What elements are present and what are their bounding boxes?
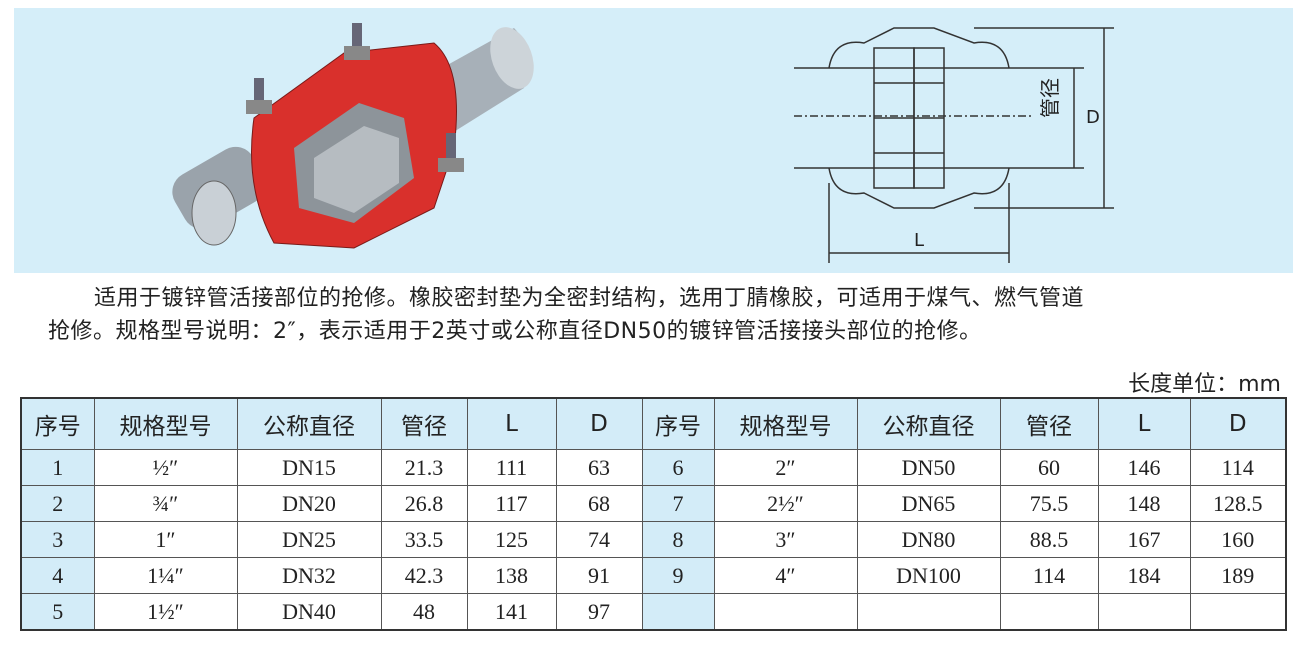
table-cell [856,593,1001,631]
table-cell: 141 [466,593,557,631]
column-header: 管径 [999,397,1099,450]
column-header: D [555,397,643,450]
table-cell: 4 [20,557,95,594]
dimension-drawing [794,27,1114,263]
clamp-product-image [172,23,534,249]
table-cell: 1 [20,449,95,486]
table-cell: 60 [999,449,1099,486]
table-cell [1097,593,1191,631]
column-header: D [1189,397,1287,450]
column-header: 序号 [20,397,95,450]
table-cell: 88.5 [999,521,1099,558]
table-cell: 74 [555,521,643,558]
product-illustration: 管径 D L [172,23,1114,263]
table-cell: DN40 [236,593,382,631]
column-header: 规格型号 [713,397,858,450]
table-cell: DN80 [856,521,1001,558]
table-cell: 111 [466,449,557,486]
column-header: 管径 [380,397,468,450]
table-cell: ¾″ [93,485,238,522]
description: 适用于镀锌管活接部位的抢修。橡胶密封垫为全密封结构，选用丁腈橡胶，可适用于煤气、… [48,282,1278,348]
table-cell: DN50 [856,449,1001,486]
table-cell: 114 [999,557,1099,594]
table-cell: 42.3 [380,557,468,594]
table-cell: 125 [466,521,557,558]
table-cell: DN20 [236,485,382,522]
unit-label: 长度单位：mm [1128,372,1281,397]
table-cell: 148 [1097,485,1191,522]
table-cell [713,593,858,631]
table-cell: 33.5 [380,521,468,558]
table-cell: 63 [555,449,643,486]
table-row: 1 ½″ DN15 21.3 111 63 6 2″ DN50 60 146 114 [20,449,1287,486]
description-line-1: 适用于镀锌管活接部位的抢修。橡胶密封垫为全密封结构，选用丁腈橡胶，可适用于煤气、… [94,286,1085,311]
table-cell: DN25 [236,521,382,558]
table-cell: ½″ [93,449,238,486]
table-header: 序号 规格型号 公称直径 管径 L D 序号 规格型号 公称直径 管径 L D [20,397,1287,450]
table-cell: 114 [1189,449,1287,486]
column-header: 公称直径 [236,397,382,450]
column-header: L [466,397,557,450]
table-cell [999,593,1099,631]
table-cell: 21.3 [380,449,468,486]
table-cell: 48 [380,593,468,631]
table-row: 4 1¼″ DN32 42.3 138 91 9 4″ DN100 114 184 189 [20,557,1287,594]
table-cell: 184 [1097,557,1191,594]
table-cell: 68 [555,485,643,522]
table-cell: 189 [1189,557,1287,594]
table-cell: 75.5 [999,485,1099,522]
table-cell: 2 [20,485,95,522]
table-cell: 8 [641,521,715,558]
table-cell: DN32 [236,557,382,594]
table-row: 3 1″ DN25 33.5 125 74 8 3″ DN80 88.5 167 160 [20,521,1287,558]
table-cell: 3 [20,521,95,558]
table-cell: 138 [466,557,557,594]
table-cell: 26.8 [380,485,468,522]
table-cell: 1″ [93,521,238,558]
table-cell: 5 [20,593,95,631]
d-label: D [1086,107,1100,128]
table-cell: 91 [555,557,643,594]
table-cell: DN15 [236,449,382,486]
column-header: 序号 [641,397,715,450]
column-header: L [1097,397,1191,450]
description-line-2: 抢修。规格型号说明：2″，表示适用于2英寸或公称直径DN50的镀锌管活接接头部位… [48,319,982,344]
table-cell: 117 [466,485,557,522]
table-cell [1189,593,1287,631]
table-cell: 3″ [713,521,858,558]
table-cell: DN65 [856,485,1001,522]
table-cell: 128.5 [1189,485,1287,522]
table-cell: 146 [1097,449,1191,486]
pipe-diameter-label: 管径 [1038,78,1062,118]
table-row: 5 1½″ DN40 48 141 97 [20,593,1287,631]
table-cell: 1½″ [93,593,238,631]
l-label: L [914,230,924,251]
table-cell: 2″ [713,449,858,486]
table-cell: 160 [1189,521,1287,558]
column-header: 公称直径 [856,397,1001,450]
table-cell: 167 [1097,521,1191,558]
table-cell: 1¼″ [93,557,238,594]
table-cell: 9 [641,557,715,594]
table-cell: DN100 [856,557,1001,594]
table-cell: 97 [555,593,643,631]
table-cell: 2½″ [713,485,858,522]
table-cell [641,593,715,631]
table-cell: 6 [641,449,715,486]
product-banner: 管径 D L [14,8,1293,273]
table-row: 2 ¾″ DN20 26.8 117 68 7 2½″ DN65 75.5 148 128.5 [20,485,1287,522]
table-cell: 4″ [713,557,858,594]
spec-table: 序号 规格型号 公称直径 管径 L D 序号 规格型号 公称直径 管径 L D 1 ½″ DN15 21.3… [20,397,1287,631]
column-header: 规格型号 [93,397,238,450]
table-cell: 7 [641,485,715,522]
